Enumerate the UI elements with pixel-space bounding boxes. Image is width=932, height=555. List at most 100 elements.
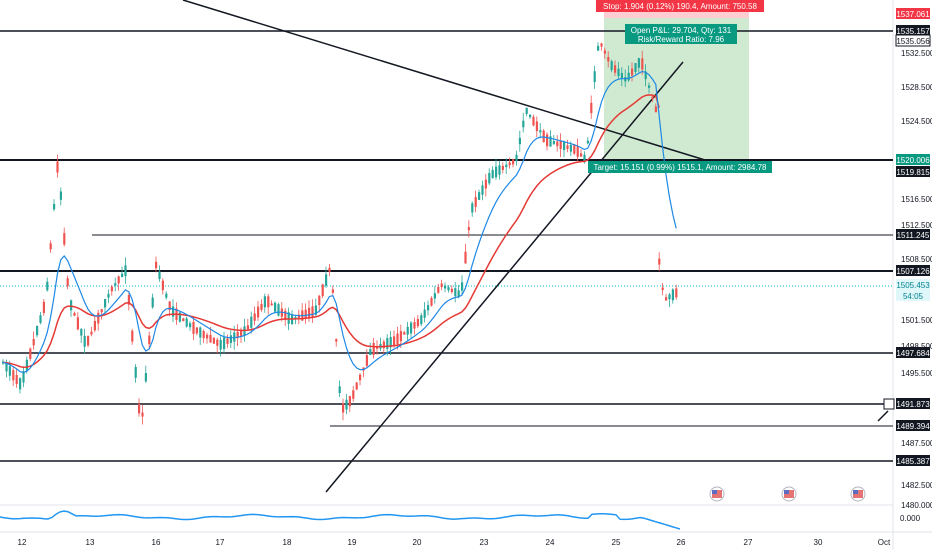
candle — [658, 252, 661, 272]
price-tag: 1520.006 — [896, 154, 930, 165]
candle — [654, 103, 657, 113]
candle — [403, 330, 406, 335]
price-tag-text: 1535.157 — [896, 27, 930, 36]
price-tag: 1491.873 — [896, 398, 930, 409]
candle — [348, 395, 351, 413]
candle — [335, 338, 338, 347]
candle — [467, 220, 470, 238]
candle — [219, 336, 222, 357]
candle — [634, 62, 637, 75]
candle — [376, 340, 379, 355]
candle — [539, 122, 542, 139]
us-flag-event-icon — [709, 486, 725, 502]
candle — [114, 277, 117, 292]
candle — [59, 187, 62, 206]
stop-label-text: Stop: 1.904 (0.12%) 190.4, Amount: 750.5… — [603, 2, 757, 11]
economic-events[interactable] — [709, 486, 866, 502]
ema-fast-line — [2, 70, 677, 374]
price-tag-text: 1505.453 — [896, 281, 930, 290]
price-tag: 1489.394 — [896, 420, 930, 431]
risk-reward-text: Risk/Reward Ratio: 7.96 — [638, 35, 725, 44]
open-pnl-label[interactable]: Open P&L: 29.704, Qty: 131 Risk/Reward R… — [625, 24, 737, 44]
candle — [372, 337, 375, 359]
candle — [66, 275, 69, 290]
candle — [56, 154, 59, 178]
price-tag-text: 1537.061 — [896, 10, 930, 19]
candle — [328, 264, 331, 277]
candle — [83, 328, 86, 354]
candle — [148, 331, 151, 349]
chart-pane-background — [0, 0, 893, 532]
candle — [481, 180, 484, 201]
candle — [488, 168, 491, 186]
candle — [257, 301, 260, 321]
descending-trendline[interactable] — [182, 0, 706, 161]
candle — [192, 316, 195, 341]
candle — [338, 380, 341, 398]
time-axis-label: 24 — [546, 538, 555, 547]
candle — [529, 113, 532, 120]
candle — [124, 257, 127, 284]
candle — [134, 364, 137, 383]
candle — [532, 114, 535, 127]
candle — [447, 285, 450, 293]
candle — [161, 278, 164, 295]
candle — [552, 135, 555, 145]
open-pnl-text: Open P&L: 29.704, Qty: 131 — [631, 26, 732, 35]
price-tag-text: 1520.006 — [896, 156, 930, 165]
candle — [76, 312, 79, 331]
price-axis[interactable]: 1532.500 1528.500 1524.500 1516.500 1512.500… — [895, 8, 932, 510]
time-axis[interactable]: 12 13 16 17 18 19 20 23 24 25 26 27 30 Oct — [18, 538, 891, 547]
candle — [229, 329, 232, 349]
candle — [236, 324, 239, 347]
candle — [253, 306, 256, 326]
candle — [223, 332, 226, 354]
stop-label[interactable]: Stop: 1.904 (0.12%) 190.4, Amount: 750.5… — [596, 0, 764, 12]
candle — [471, 201, 474, 217]
candle — [590, 95, 593, 119]
price-tag-text: 1489.394 — [896, 422, 930, 431]
price-tag: 1505.453 — [896, 279, 930, 290]
candle — [410, 321, 413, 338]
candle — [600, 42, 603, 51]
stop-zone[interactable] — [604, 10, 749, 18]
candle — [127, 293, 130, 311]
candle — [512, 158, 515, 168]
pencil-icon[interactable] — [877, 398, 895, 422]
price-tick-label: 1528.500 — [901, 83, 932, 92]
candle — [63, 227, 66, 247]
candle — [12, 367, 15, 386]
candle — [263, 293, 266, 313]
candle — [505, 158, 508, 174]
oscillator-line — [0, 510, 681, 530]
candle — [46, 277, 49, 292]
us-flag-event-icon — [850, 486, 866, 502]
candle — [49, 240, 52, 253]
candle — [117, 275, 120, 291]
candle — [270, 300, 273, 306]
price-tag-text: 1491.873 — [896, 400, 930, 409]
candle — [603, 47, 606, 59]
candle — [318, 294, 321, 313]
candle — [110, 284, 113, 296]
time-axis-label: 13 — [86, 538, 95, 547]
candle — [70, 299, 73, 317]
candle — [345, 394, 348, 415]
candle — [648, 82, 651, 94]
ascending-trendline[interactable] — [325, 61, 684, 493]
candle — [172, 299, 175, 323]
target-label[interactable]: Target: 15.151 (0.99%) 1515.1, Amount: 2… — [588, 161, 772, 173]
candle — [495, 158, 498, 180]
candle — [556, 135, 559, 152]
candle — [53, 199, 56, 212]
candle — [246, 318, 249, 331]
horizontal-levels[interactable] — [0, 30, 893, 462]
price-tag: 1535.157 — [896, 25, 930, 36]
us-flag-event-icon — [781, 486, 797, 502]
candle — [274, 301, 277, 314]
candle — [563, 140, 566, 158]
candle — [144, 365, 147, 383]
candle — [518, 130, 521, 152]
candle — [42, 299, 45, 316]
